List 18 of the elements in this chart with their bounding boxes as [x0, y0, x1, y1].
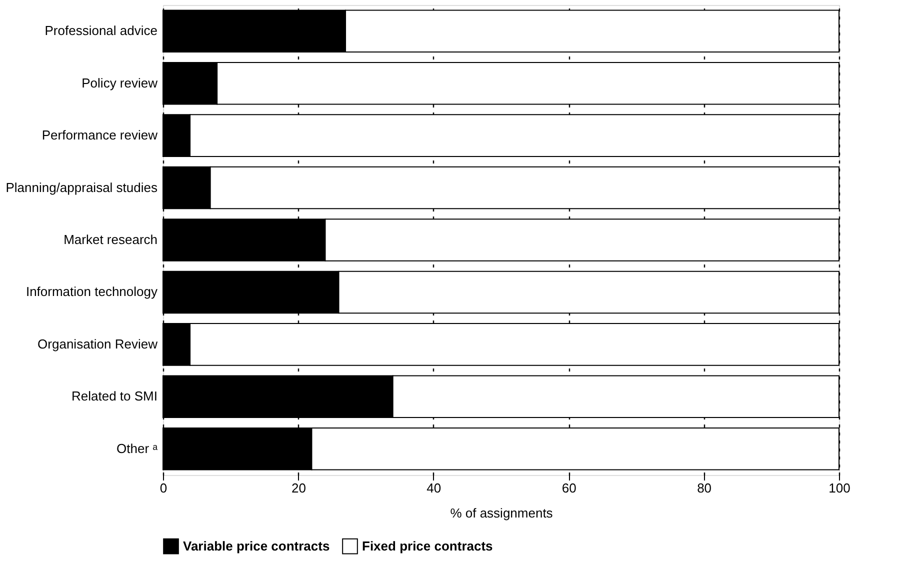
y-tick-label: Information technology — [26, 284, 158, 300]
y-tick-label: Organisation Review — [38, 336, 158, 352]
y-tick-label: Professional advice — [44, 23, 158, 38]
x-tick-label: 60 — [562, 480, 576, 496]
y-tick-label: Performance review — [42, 128, 158, 143]
y-tick-label: Policy review — [82, 75, 158, 90]
y-tick-label: Other ᵃ — [116, 440, 158, 456]
x-tick-label: 40 — [426, 480, 442, 496]
x-tick-label: 0 — [160, 480, 168, 496]
x-tick-label: 80 — [697, 480, 712, 496]
legend-label: Variable price contracts — [183, 538, 330, 554]
x-axis-title: % of assignments — [450, 506, 554, 520]
x-tick-label: 20 — [291, 480, 306, 496]
legend-label: Fixed price contracts — [362, 538, 493, 554]
y-tick-label: Related to SMI — [72, 388, 158, 404]
x-tick-label: 100 — [828, 480, 850, 496]
y-tick-label: Market research — [64, 232, 158, 247]
y-tick-label: Planning/appraisal studies — [6, 180, 158, 195]
